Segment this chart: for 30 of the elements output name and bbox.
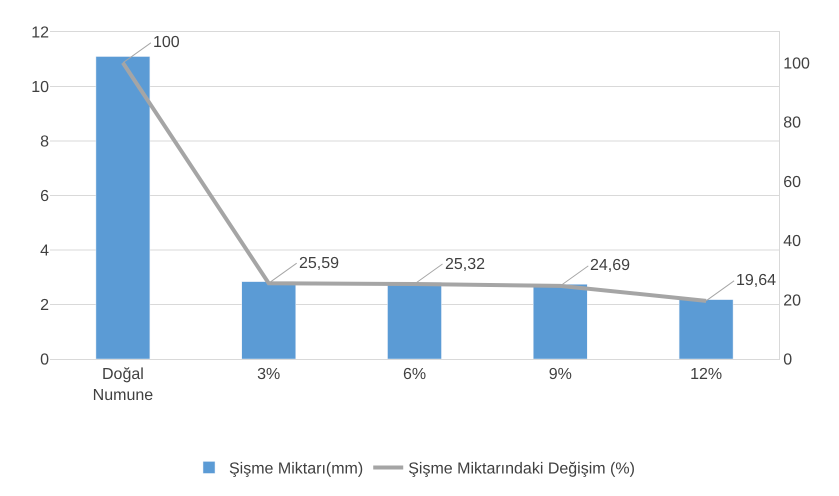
- data-label: 25,32: [445, 256, 486, 273]
- y2-tick-label: 60: [783, 174, 802, 191]
- y-tick-label: 0: [40, 352, 50, 369]
- legend-label: Şişme Miktarındaki Değişim (%): [408, 460, 635, 478]
- data-label: 19,64: [736, 272, 776, 289]
- y2-tick-label: 0: [783, 352, 792, 369]
- bar: [533, 284, 588, 359]
- bar: [96, 56, 150, 359]
- y-tick-label: 6: [40, 188, 50, 206]
- y-tick-label: 10: [31, 79, 50, 96]
- y2-tick-label: 100: [783, 55, 810, 72]
- y-tick-label: 4: [40, 242, 50, 260]
- y-tick-label: 12: [31, 24, 50, 42]
- x-tick-label: 3%: [257, 366, 280, 384]
- data-label: 25,59: [299, 255, 340, 272]
- y-tick-label: 2: [40, 297, 50, 314]
- y2-tick-label: 80: [783, 114, 802, 132]
- legend-label: Şişme Miktarı(mm): [229, 460, 364, 478]
- x-tick-label: Doğal Numune: [92, 366, 154, 404]
- x-tick-label: 6%: [402, 366, 426, 384]
- data-label: 24,69: [590, 257, 630, 274]
- y2-tick-label: 20: [783, 292, 802, 310]
- data-label: 100: [153, 34, 180, 51]
- y-tick-label: 8: [40, 134, 50, 151]
- bar: [241, 281, 296, 359]
- bar: [678, 299, 734, 359]
- x-tick-label: 9%: [548, 366, 572, 384]
- y2-tick-label: 40: [783, 233, 802, 250]
- x-tick-label: 12%: [690, 366, 722, 384]
- bar: [387, 282, 442, 359]
